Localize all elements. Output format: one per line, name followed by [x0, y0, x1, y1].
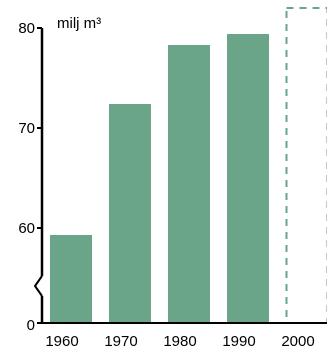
axis-break-mark	[33, 275, 43, 297]
x-tick-label-1980: 1980	[163, 333, 196, 350]
bars-group	[50, 7, 327, 324]
y-tick-label-60: 60	[18, 220, 35, 237]
y-axis	[33, 27, 327, 324]
x-tick-label-2000: 2000	[281, 333, 314, 350]
bar-1980	[168, 45, 210, 323]
tick-labels: 80 70 60 0 milj m³ 1960 1970 1980 1990 2…	[18, 15, 314, 350]
y-tick-label-80: 80	[18, 20, 35, 37]
y-axis-unit-label: milj m³	[57, 15, 101, 32]
y-tick-label-70: 70	[18, 120, 35, 137]
bar-2000-placeholder	[285, 7, 327, 324]
y-tick-label-0: 0	[27, 317, 35, 334]
x-tick-label-1970: 1970	[104, 333, 137, 350]
bar-1990	[227, 34, 269, 323]
x-tick-label-1990: 1990	[222, 333, 255, 350]
bar-1960	[50, 235, 92, 323]
x-tick-label-1960: 1960	[45, 333, 78, 350]
bar-1970	[109, 104, 151, 323]
